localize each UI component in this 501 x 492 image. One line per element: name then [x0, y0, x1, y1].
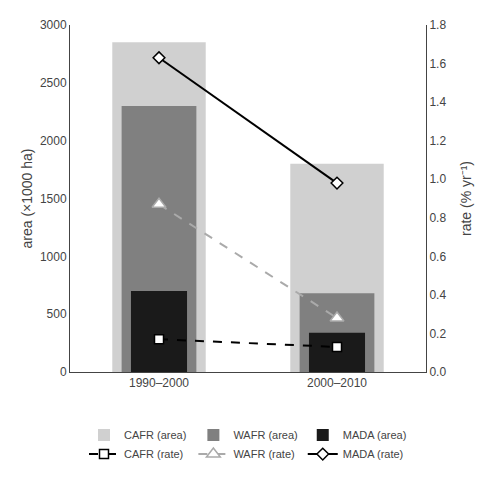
svg-text:0.4: 0.4 [429, 288, 446, 302]
svg-text:rate (% yr⁻¹): rate (% yr⁻¹) [458, 161, 474, 236]
svg-text:MADA (area): MADA (area) [343, 429, 407, 441]
svg-text:1500: 1500 [40, 192, 67, 206]
svg-text:1.8: 1.8 [429, 18, 446, 32]
svg-text:1.2: 1.2 [429, 134, 446, 148]
svg-text:1.4: 1.4 [429, 95, 446, 109]
svg-text:area (×1000 ha): area (×1000 ha) [19, 148, 35, 248]
svg-text:500: 500 [47, 307, 67, 321]
svg-text:CAFR (area): CAFR (area) [124, 429, 186, 441]
svg-text:1000: 1000 [40, 250, 67, 264]
svg-text:2000–2010: 2000–2010 [307, 376, 367, 390]
svg-text:1990–2000: 1990–2000 [129, 376, 189, 390]
svg-text:0.8: 0.8 [429, 211, 446, 225]
svg-text:1.0: 1.0 [429, 172, 446, 186]
svg-text:0.6: 0.6 [429, 250, 446, 264]
svg-text:2500: 2500 [40, 76, 67, 90]
svg-text:0: 0 [60, 365, 67, 379]
svg-text:1.6: 1.6 [429, 57, 446, 71]
svg-text:0.2: 0.2 [429, 327, 446, 341]
svg-text:2000: 2000 [40, 134, 67, 148]
svg-text:0.0: 0.0 [429, 365, 446, 379]
svg-text:WAFR (area): WAFR (area) [233, 429, 297, 441]
svg-text:3000: 3000 [40, 18, 67, 32]
svg-text:CAFR (rate): CAFR (rate) [124, 448, 183, 460]
svg-text:MADA (rate): MADA (rate) [343, 448, 404, 460]
svg-text:WAFR (rate): WAFR (rate) [233, 448, 294, 460]
